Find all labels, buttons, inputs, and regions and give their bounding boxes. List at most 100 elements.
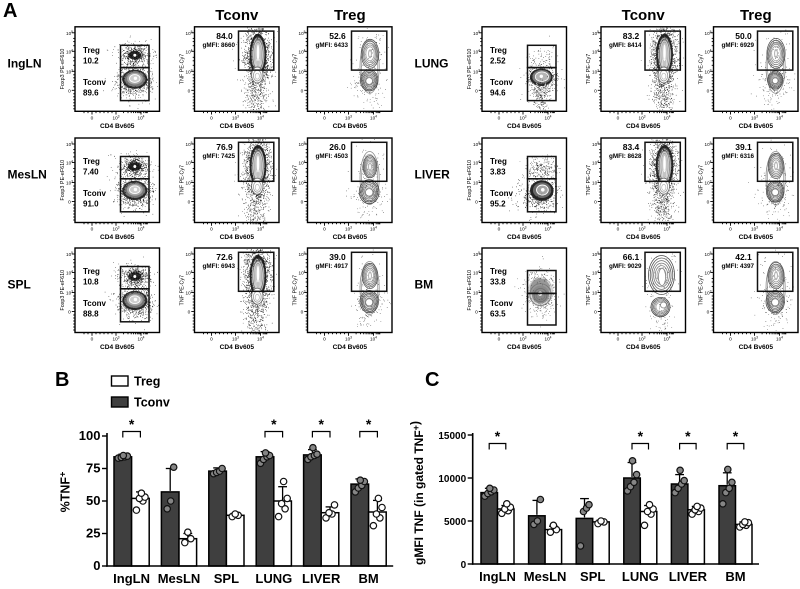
svg-text:103: 103 <box>592 180 599 186</box>
svg-text:TNF PE-Cy7: TNF PE-Cy7 <box>293 54 299 85</box>
svg-text:103: 103 <box>186 68 193 74</box>
svg-text:0: 0 <box>68 310 71 316</box>
svg-text:0: 0 <box>93 558 100 573</box>
svg-text:Foxp3 PE-eF610: Foxp3 PE-eF610 <box>467 160 473 201</box>
svg-text:105: 105 <box>473 251 480 257</box>
svg-text:gMFI: 4397: gMFI: 4397 <box>722 263 755 270</box>
svg-text:CD4 Bv605: CD4 Bv605 <box>333 123 368 130</box>
svg-text:104: 104 <box>776 226 783 232</box>
svg-text:LUNG: LUNG <box>255 571 292 586</box>
svg-text:105: 105 <box>473 141 480 147</box>
svg-text:gMFI: 4503: gMFI: 4503 <box>316 153 349 160</box>
svg-text:104: 104 <box>370 336 377 342</box>
svg-text:*: * <box>685 428 691 444</box>
svg-text:103: 103 <box>66 180 73 186</box>
svg-text:103: 103 <box>592 68 599 74</box>
svg-text:Treg: Treg <box>83 46 100 55</box>
svg-text:*: * <box>318 416 324 432</box>
svg-text:105: 105 <box>299 251 306 257</box>
svg-text:0: 0 <box>68 200 71 206</box>
svg-text:0: 0 <box>617 227 620 233</box>
svg-text:TNF PE-Cy7: TNF PE-Cy7 <box>180 275 186 306</box>
svg-text:*: * <box>495 428 501 444</box>
svg-text:Tconv: Tconv <box>622 7 666 24</box>
svg-text:0: 0 <box>91 227 94 233</box>
svg-text:104: 104 <box>664 226 671 232</box>
svg-text:103: 103 <box>113 336 120 342</box>
svg-text:gMFI: 8660: gMFI: 8660 <box>203 42 236 49</box>
svg-text:0: 0 <box>188 200 191 206</box>
svg-text:%TNF+: %TNF+ <box>58 472 73 513</box>
svg-text:95.2: 95.2 <box>490 200 506 209</box>
svg-text:0: 0 <box>594 200 597 206</box>
svg-text:0: 0 <box>461 560 467 571</box>
svg-text:0: 0 <box>68 88 71 94</box>
svg-text:Foxp3 PE-eF610: Foxp3 PE-eF610 <box>60 49 66 90</box>
svg-text:gMFI: 7425: gMFI: 7425 <box>203 153 236 160</box>
svg-text:105: 105 <box>299 30 306 36</box>
svg-text:91.0: 91.0 <box>83 200 99 209</box>
svg-text:Tconv: Tconv <box>215 7 259 24</box>
svg-text:TNF PE-Cy7: TNF PE-Cy7 <box>180 54 186 85</box>
svg-text:Treg: Treg <box>740 7 772 24</box>
svg-text:CD4 Bv605: CD4 Bv605 <box>100 123 135 130</box>
svg-text:0: 0 <box>594 310 597 316</box>
svg-text:0: 0 <box>729 227 732 233</box>
svg-text:0: 0 <box>594 88 597 94</box>
svg-text:BM: BM <box>415 278 434 292</box>
svg-text:7.40: 7.40 <box>83 168 99 177</box>
svg-text:103: 103 <box>473 68 480 74</box>
svg-text:CD4 Bv605: CD4 Bv605 <box>507 123 542 130</box>
svg-text:CD4 Bv605: CD4 Bv605 <box>507 234 542 241</box>
svg-text:Tconv: Tconv <box>134 396 170 410</box>
svg-text:33.8: 33.8 <box>490 278 506 287</box>
svg-text:*: * <box>366 416 372 432</box>
svg-text:IngLN: IngLN <box>8 56 42 70</box>
svg-text:0: 0 <box>475 88 478 94</box>
svg-text:gMFI: 4917: gMFI: 4917 <box>316 263 349 270</box>
svg-text:103: 103 <box>639 115 646 121</box>
svg-text:0: 0 <box>498 116 501 122</box>
svg-text:TNF PE-Cy7: TNF PE-Cy7 <box>699 165 705 196</box>
svg-text:104: 104 <box>138 226 145 232</box>
svg-text:0: 0 <box>210 227 213 233</box>
svg-text:SPL: SPL <box>8 278 31 292</box>
svg-text:MesLN: MesLN <box>524 569 567 584</box>
svg-text:Tconv: Tconv <box>490 299 514 308</box>
svg-text:gMFI: 6316: gMFI: 6316 <box>722 153 755 160</box>
svg-text:39.0: 39.0 <box>329 252 346 262</box>
svg-text:104: 104 <box>776 336 783 342</box>
svg-text:Treg: Treg <box>334 7 366 24</box>
svg-text:*: * <box>638 428 644 444</box>
svg-text:104: 104 <box>545 226 552 232</box>
svg-text:LUNG: LUNG <box>415 56 449 70</box>
svg-text:50: 50 <box>86 493 100 508</box>
svg-text:105: 105 <box>66 30 73 36</box>
svg-text:66.1: 66.1 <box>623 252 640 262</box>
svg-text:105: 105 <box>186 141 193 147</box>
svg-text:Foxp3 PE-eF610: Foxp3 PE-eF610 <box>467 270 473 311</box>
svg-text:CD4 Bv605: CD4 Bv605 <box>333 344 368 351</box>
svg-text:104: 104 <box>138 115 145 121</box>
svg-text:94.6: 94.6 <box>490 88 506 97</box>
svg-text:TNF PE-Cy7: TNF PE-Cy7 <box>586 275 592 306</box>
svg-text:gMFI TNF (in gated TNF+): gMFI TNF (in gated TNF+) <box>408 421 426 565</box>
svg-text:88.8: 88.8 <box>83 310 99 319</box>
svg-text:0: 0 <box>91 337 94 343</box>
svg-text:103: 103 <box>345 336 352 342</box>
svg-text:104: 104 <box>66 160 73 166</box>
svg-text:103: 103 <box>751 336 758 342</box>
svg-text:103: 103 <box>345 226 352 232</box>
svg-text:CD4 Bv605: CD4 Bv605 <box>626 234 661 241</box>
svg-text:TNF PE-Cy7: TNF PE-Cy7 <box>586 165 592 196</box>
svg-text:105: 105 <box>592 30 599 36</box>
svg-text:103: 103 <box>639 336 646 342</box>
svg-text:0: 0 <box>707 200 710 206</box>
svg-text:104: 104 <box>299 160 306 166</box>
svg-text:0: 0 <box>91 116 94 122</box>
svg-text:0: 0 <box>188 88 191 94</box>
svg-text:42.1: 42.1 <box>735 252 752 262</box>
svg-text:104: 104 <box>186 48 193 54</box>
svg-text:84.0: 84.0 <box>216 31 233 41</box>
svg-text:104: 104 <box>705 270 712 276</box>
